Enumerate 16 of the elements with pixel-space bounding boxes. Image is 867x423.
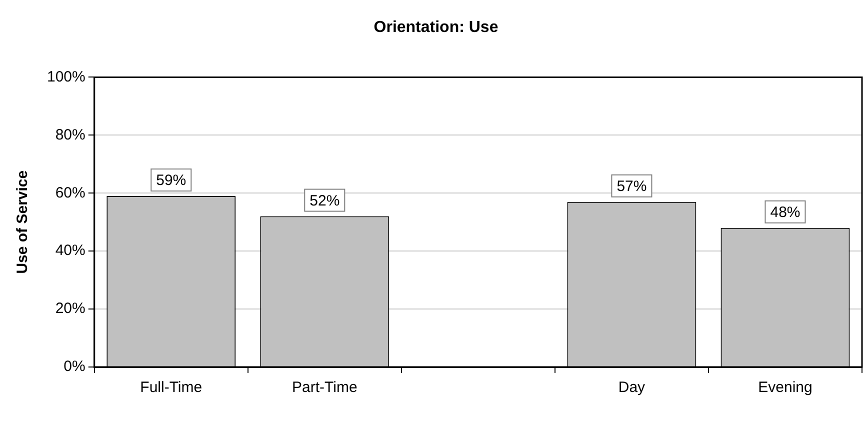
y-tick-label: 40% <box>55 242 86 260</box>
x-tick-label: Evening <box>758 379 812 396</box>
y-tick-label: 60% <box>55 184 86 202</box>
y-tick-label: 0% <box>64 358 86 376</box>
x-tick-label: Full-Time <box>140 379 202 396</box>
data-label: 48% <box>770 204 800 222</box>
y-tick-label: 100% <box>46 68 86 86</box>
x-tick-label: Day <box>618 379 646 396</box>
data-label: 57% <box>616 178 647 195</box>
x-tick-label: Part-Time <box>292 379 358 396</box>
y-axis-title: Use of Service <box>14 170 32 274</box>
data-label: 59% <box>156 172 186 190</box>
chart-title: Orientation: Use <box>374 19 498 36</box>
y-tick-label: 80% <box>55 126 86 144</box>
y-tick-label: 20% <box>55 300 86 318</box>
data-label: 52% <box>310 192 340 210</box>
